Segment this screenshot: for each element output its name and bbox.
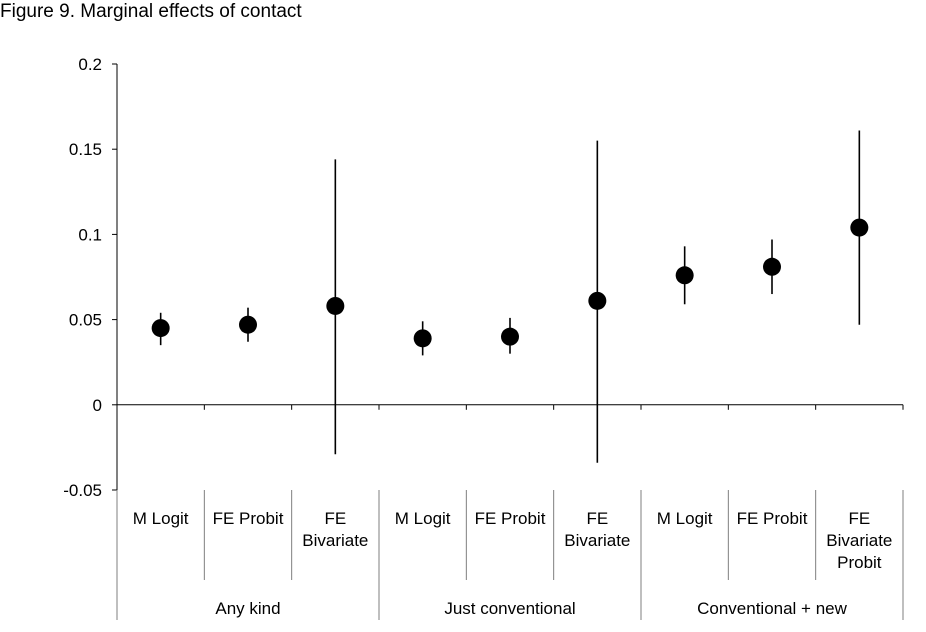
y-tick-label: 0 [93,396,102,415]
y-tick-label: 0.2 [78,55,102,74]
category-label: FE Bivariate [302,509,368,550]
data-point [588,291,607,310]
data-point [151,319,170,338]
figure-title: Figure 9. Marginal effects of contact [0,1,302,22]
y-tick-label: 0.15 [69,140,102,159]
category-label: M Logit [133,509,189,528]
data-point [326,296,345,315]
data-point [239,315,257,334]
data-point [501,327,519,346]
y-tick-label: 0.1 [78,225,102,244]
y-tick-label: -0.05 [63,481,102,500]
category-label: FE Probit [213,509,284,528]
labels-layer: -0.05 0 0.05 0.1 0.15 0.2 M Logit FE Probit FE Bi… [63,55,892,618]
category-label: FE Bivariate Probit [826,509,892,572]
axes-layer [112,63,904,620]
data-point [675,266,694,285]
category-label: M Logit [657,509,713,528]
category-label: M Logit [395,509,451,528]
y-tick-label: 0.05 [69,311,102,330]
category-label: FE Probit [737,509,808,528]
group-label: Just conventional [444,599,575,618]
marks-layer [151,130,869,463]
group-label: Conventional + new [697,599,848,618]
group-label: Any kind [215,599,280,618]
category-label: FE Probit [475,509,546,528]
category-label: FE Bivariate [564,509,630,550]
data-point [763,257,781,276]
data-point [850,218,869,237]
data-point [413,329,432,348]
